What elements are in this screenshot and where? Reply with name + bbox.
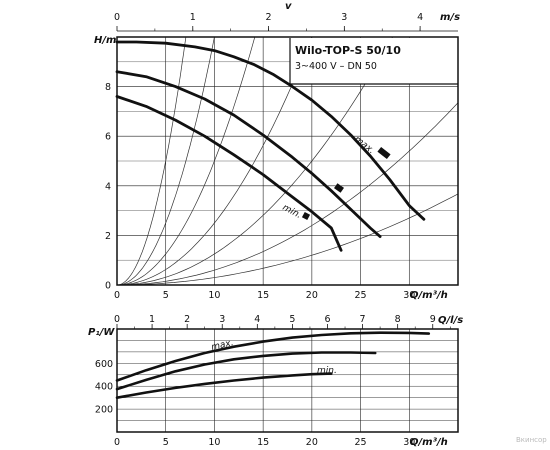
flow-ls-axis-label: Q/l/s: [438, 315, 463, 326]
head-chart-ticks: 0 5 10 15 20 25 30 0 2 4 6 8 0 1 2 3 4: [105, 12, 458, 301]
head-curve-1: [115, 40, 426, 221]
power-chart-grid: [117, 329, 458, 432]
py-tick-600: 600: [95, 359, 113, 370]
system-curve-2: [116, 36, 215, 286]
ls-tick-4: 4: [254, 314, 260, 325]
power-curves: [115, 331, 431, 399]
system-curve-7: [117, 193, 459, 286]
velocity-axis-label: v: [285, 1, 292, 12]
ls-tick-7: 7: [360, 314, 366, 325]
system-curve-1: [116, 36, 187, 286]
y-axis-label: H/m: [94, 35, 116, 46]
power-chart-frame: [116, 328, 459, 433]
ls-tick-8: 8: [395, 314, 401, 325]
title-box: [290, 38, 458, 84]
y-tick-8: 8: [105, 82, 111, 93]
power-y-axis-label: P₁/W: [88, 327, 115, 338]
max-label-power: max.: [210, 338, 234, 353]
velocity-axis-unit: m/s: [440, 12, 460, 23]
x-tick-20: 20: [306, 290, 318, 301]
velocity-tick-2: 2: [266, 12, 272, 23]
system-curve-4: [116, 36, 313, 286]
power-curve-3: [115, 372, 333, 399]
px-tick-10: 10: [208, 437, 220, 448]
px-tick-0: 0: [114, 437, 120, 448]
chart-title: Wilo-TOP-S 50/10: [295, 44, 401, 57]
max-marker: [377, 146, 391, 160]
x-axis-label: Q/m³/h: [410, 290, 448, 301]
velocity-tick-0: 0: [114, 12, 120, 23]
system-curve-5: [116, 36, 393, 286]
y-tick-6: 6: [105, 132, 111, 143]
power-x-axis-label: Q/m³/h: [410, 437, 448, 448]
head-curves: [115, 40, 426, 252]
x-tick-30: 30: [403, 290, 415, 301]
py-tick-200: 200: [95, 405, 113, 416]
chart-subtitle: 3~400 V – DN 50: [295, 61, 377, 72]
mid-marker: [334, 183, 344, 193]
y-tick-2: 2: [105, 231, 111, 242]
system-curve-6: [116, 102, 459, 286]
ls-tick-1: 1: [149, 314, 155, 325]
x-tick-25: 25: [355, 290, 367, 301]
ls-tick-9: 9: [430, 314, 436, 325]
max-label-head: max.: [352, 134, 376, 156]
y-tick-4: 4: [105, 181, 111, 192]
x-tick-0: 0: [114, 290, 120, 301]
x-tick-15: 15: [257, 290, 269, 301]
velocity-tick-4: 4: [417, 12, 423, 23]
ls-tick-3: 3: [219, 314, 225, 325]
y-tick-0: 0: [105, 281, 111, 292]
power-curve-2: [115, 351, 377, 391]
ls-tick-2: 2: [184, 314, 190, 325]
head-chart-frame: [116, 36, 459, 286]
min-marker: [301, 211, 311, 221]
power-curve-1: [115, 331, 431, 382]
px-tick-15: 15: [257, 437, 269, 448]
power-chart-ticks: 0 5 10 15 20 25 30 200 400 600 0 1 2 3 4 5 6 7 8 9: [95, 314, 451, 448]
watermark: Вкинсор: [516, 436, 547, 444]
px-tick-30: 30: [403, 437, 415, 448]
system-curves: [116, 36, 459, 286]
head-curve-3: [115, 95, 343, 252]
velocity-tick-1: 1: [190, 12, 196, 23]
px-tick-25: 25: [355, 437, 367, 448]
px-tick-20: 20: [306, 437, 318, 448]
head-curve-2: [115, 70, 382, 238]
px-tick-5: 5: [163, 437, 169, 448]
x-tick-10: 10: [208, 290, 220, 301]
ls-tick-0: 0: [114, 314, 120, 325]
py-tick-400: 400: [95, 382, 113, 393]
velocity-tick-3: 3: [341, 12, 347, 23]
ls-tick-6: 6: [324, 314, 330, 325]
x-tick-5: 5: [163, 290, 169, 301]
min-label-power: min.: [317, 366, 337, 376]
power-flow-chart: 0 5 10 15 20 25 30 200 400 600 0 1 2 3 4 5 6 7 8 9 P₁/W Q/m…: [88, 314, 463, 448]
min-label-head: min.: [281, 203, 303, 221]
ls-tick-5: 5: [289, 314, 295, 325]
